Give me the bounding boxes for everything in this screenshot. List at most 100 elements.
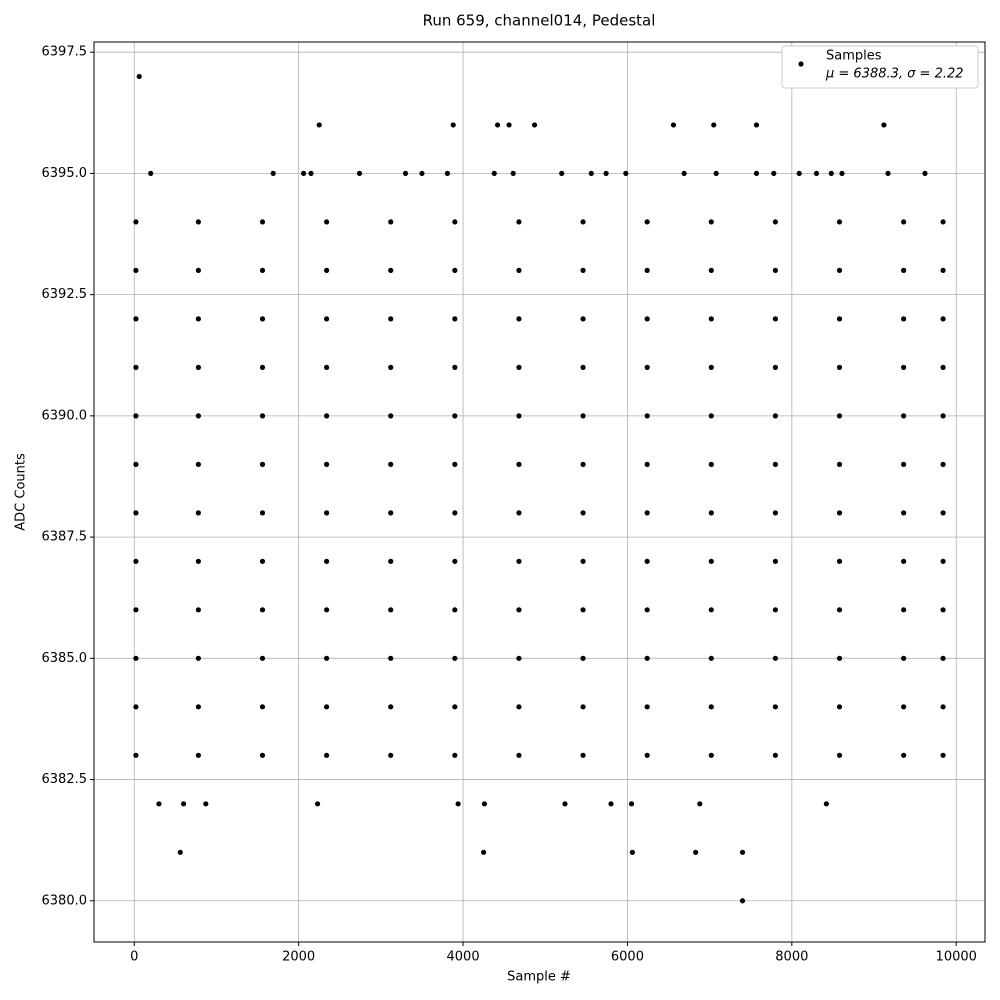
data-point — [940, 413, 946, 419]
data-point — [452, 364, 458, 370]
data-point — [516, 461, 522, 467]
data-point — [708, 413, 714, 419]
data-point — [388, 752, 394, 758]
data-point — [881, 122, 887, 128]
data-point — [836, 364, 843, 370]
data-point — [452, 510, 458, 516]
x-tick-label: 2000 — [282, 950, 315, 965]
data-point — [772, 364, 779, 370]
data-point — [836, 510, 843, 516]
data-point — [324, 219, 330, 225]
y-tick-label: 6385.0 — [42, 651, 88, 666]
data-point — [940, 219, 946, 225]
data-point — [450, 122, 456, 128]
data-point — [708, 704, 714, 710]
data-point — [836, 219, 843, 225]
data-point — [708, 558, 714, 564]
data-point — [580, 558, 586, 564]
data-point — [133, 510, 139, 516]
data-point — [901, 219, 907, 225]
data-point — [136, 73, 142, 80]
data-point — [670, 122, 677, 128]
data-point — [644, 607, 650, 613]
data-point — [708, 364, 714, 370]
data-point — [324, 752, 330, 758]
x-tick-label: 0 — [130, 950, 138, 965]
data-point — [259, 219, 266, 225]
data-point — [711, 122, 717, 128]
data-point — [324, 364, 330, 370]
data-point — [133, 704, 139, 710]
data-point — [940, 655, 946, 661]
data-point — [559, 170, 565, 177]
data-point — [813, 170, 820, 177]
data-point — [836, 413, 843, 419]
data-point — [148, 170, 154, 177]
data-point — [608, 801, 614, 807]
data-point — [836, 316, 843, 322]
data-point — [772, 655, 779, 661]
data-point — [195, 558, 201, 564]
data-point — [580, 461, 586, 467]
data-point — [681, 170, 687, 177]
data-point — [195, 267, 201, 273]
data-point — [133, 607, 139, 613]
data-point — [580, 364, 586, 370]
data-point — [708, 655, 714, 661]
data-point — [259, 413, 266, 419]
data-point — [940, 267, 946, 273]
data-point — [839, 170, 845, 177]
data-point — [195, 413, 201, 419]
y-tick-label: 6397.5 — [42, 45, 88, 60]
data-point — [516, 752, 522, 758]
data-point — [629, 849, 635, 855]
data-point — [644, 316, 650, 322]
data-point — [771, 170, 777, 177]
data-point — [455, 801, 461, 807]
data-point — [259, 655, 266, 661]
data-point — [739, 849, 746, 855]
data-point — [314, 801, 321, 807]
data-point — [580, 413, 586, 419]
data-point — [195, 607, 201, 613]
data-point — [697, 801, 703, 807]
data-point — [259, 461, 266, 467]
data-point — [940, 752, 946, 758]
data-point — [481, 801, 488, 807]
data-point — [133, 655, 139, 661]
data-point — [452, 267, 458, 273]
data-point — [180, 801, 187, 807]
data-point — [580, 655, 586, 661]
data-point — [772, 704, 779, 710]
data-point — [195, 655, 201, 661]
data-point — [772, 752, 779, 758]
data-point — [836, 704, 843, 710]
data-point — [133, 558, 139, 564]
legend-label: Samples — [826, 49, 882, 64]
data-point — [772, 461, 779, 467]
legend-box — [781, 45, 979, 89]
data-point — [195, 461, 201, 467]
data-point — [133, 219, 139, 225]
data-point — [516, 364, 522, 370]
data-point — [388, 316, 394, 322]
data-point — [828, 170, 834, 177]
legend: Samples μ = 6388.3, σ = 2.22 — [781, 45, 979, 89]
data-point — [133, 316, 139, 322]
data-point — [419, 170, 425, 177]
data-point — [693, 849, 699, 855]
data-point — [940, 510, 946, 516]
data-point — [516, 510, 522, 516]
data-point — [772, 413, 779, 419]
data-point — [708, 607, 714, 613]
data-point — [644, 364, 650, 370]
data-point — [796, 170, 802, 177]
legend-stats: μ = 6388.3, σ = 2.22 — [825, 67, 964, 82]
data-point — [324, 413, 330, 419]
data-point — [259, 558, 266, 564]
data-point — [308, 170, 314, 177]
data-point — [259, 316, 266, 322]
plot-frame — [93, 41, 986, 943]
data-point — [644, 461, 650, 467]
